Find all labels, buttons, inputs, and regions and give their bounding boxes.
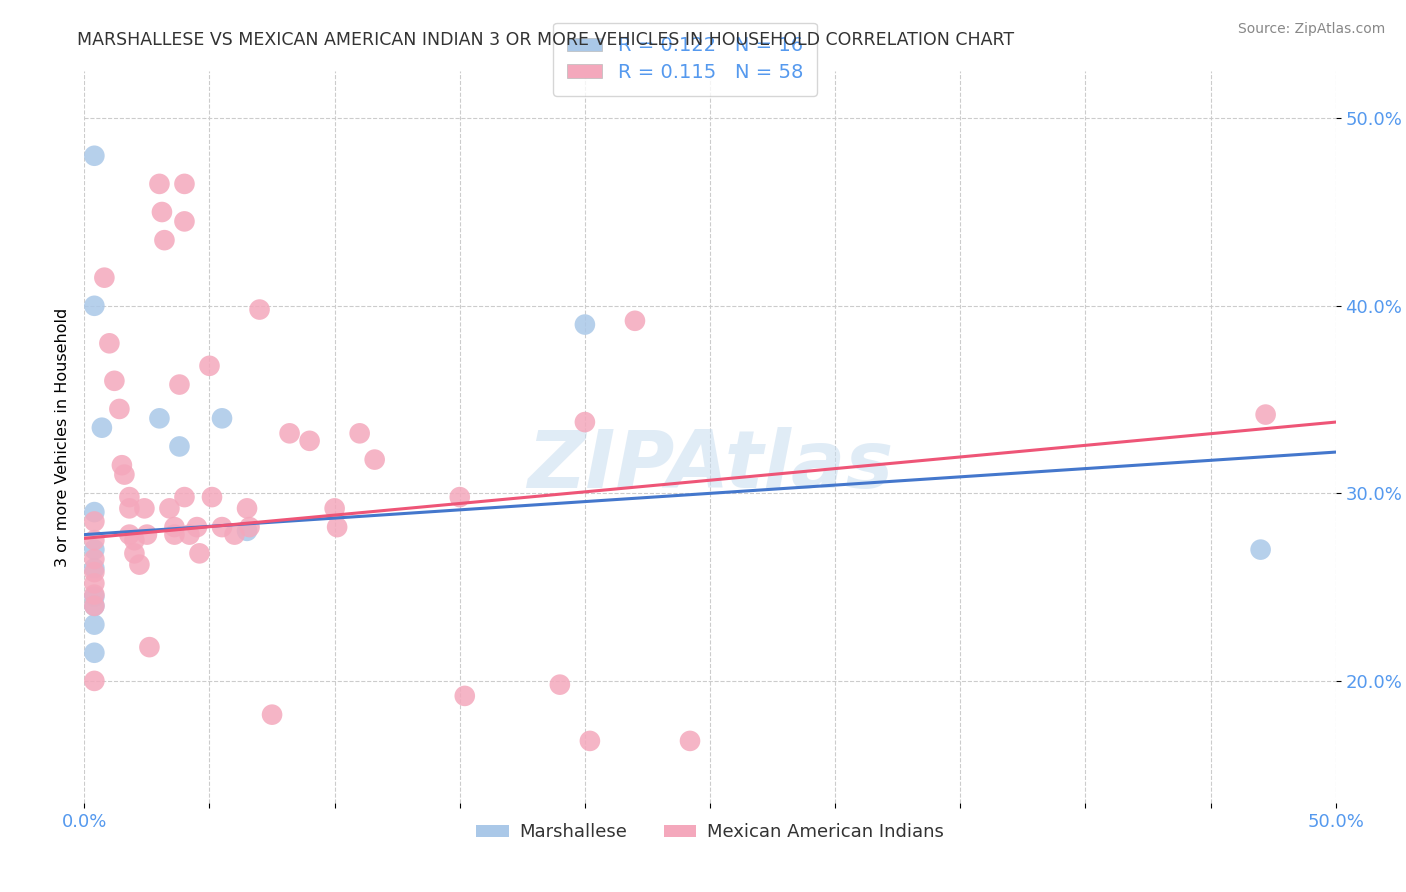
Point <box>83 588 105 602</box>
Point <box>349 426 371 441</box>
Point <box>83 646 105 660</box>
Text: MARSHALLESE VS MEXICAN AMERICAN INDIAN 3 OR MORE VEHICLES IN HOUSEHOLD CORRELATI: MARSHALLESE VS MEXICAN AMERICAN INDIAN 3… <box>77 31 1015 49</box>
Point <box>93 270 115 285</box>
Point <box>179 527 201 541</box>
Point <box>83 552 105 566</box>
Text: Source: ZipAtlas.com: Source: ZipAtlas.com <box>1237 22 1385 37</box>
Point <box>118 527 141 541</box>
Point <box>83 599 105 613</box>
Point <box>224 527 246 541</box>
Point <box>574 415 596 429</box>
Point <box>1254 408 1277 422</box>
Point <box>548 678 571 692</box>
Point <box>249 302 271 317</box>
Point <box>169 440 191 454</box>
Point <box>83 515 105 529</box>
Point <box>83 505 105 519</box>
Point <box>579 734 602 748</box>
Text: ZIPAtlas: ZIPAtlas <box>527 427 893 506</box>
Point <box>173 490 195 504</box>
Point <box>173 177 195 191</box>
Point <box>211 411 233 425</box>
Point <box>103 374 125 388</box>
Point <box>124 546 146 560</box>
Point <box>148 177 170 191</box>
Point <box>188 546 211 560</box>
Point <box>163 520 186 534</box>
Point <box>136 527 159 541</box>
Point <box>124 533 146 548</box>
Point <box>138 640 160 654</box>
Point <box>238 520 260 534</box>
Point <box>574 318 596 332</box>
Point <box>163 527 186 541</box>
Point <box>128 558 150 572</box>
Point <box>83 533 105 548</box>
Point <box>90 420 112 434</box>
Point <box>323 501 346 516</box>
Point <box>83 149 105 163</box>
Point <box>236 501 259 516</box>
Point <box>111 458 134 473</box>
Point <box>624 314 647 328</box>
Point <box>83 590 105 604</box>
Point <box>83 542 105 557</box>
Point <box>83 565 105 579</box>
Point <box>449 490 471 504</box>
Point <box>83 561 105 575</box>
Point <box>108 401 131 416</box>
Y-axis label: 3 or more Vehicles in Household: 3 or more Vehicles in Household <box>55 308 70 566</box>
Point <box>83 576 105 591</box>
Point <box>83 299 105 313</box>
Point <box>148 411 170 425</box>
Point <box>134 501 156 516</box>
Point <box>83 673 105 688</box>
Point <box>454 689 477 703</box>
Point <box>83 599 105 613</box>
Point <box>679 734 702 748</box>
Point <box>326 520 349 534</box>
Point <box>118 490 141 504</box>
Point <box>98 336 121 351</box>
Point <box>1250 542 1272 557</box>
Point <box>112 467 135 482</box>
Point <box>159 501 181 516</box>
Point <box>236 524 259 538</box>
Point <box>153 233 176 247</box>
Point <box>83 617 105 632</box>
Point <box>186 520 208 534</box>
Point <box>278 426 301 441</box>
Legend: Marshallese, Mexican American Indians: Marshallese, Mexican American Indians <box>470 816 950 848</box>
Point <box>363 452 385 467</box>
Point <box>262 707 284 722</box>
Point <box>298 434 321 448</box>
Point <box>201 490 224 504</box>
Point <box>150 205 173 219</box>
Point <box>169 377 191 392</box>
Point <box>173 214 195 228</box>
Point <box>198 359 221 373</box>
Point <box>118 501 141 516</box>
Point <box>211 520 233 534</box>
